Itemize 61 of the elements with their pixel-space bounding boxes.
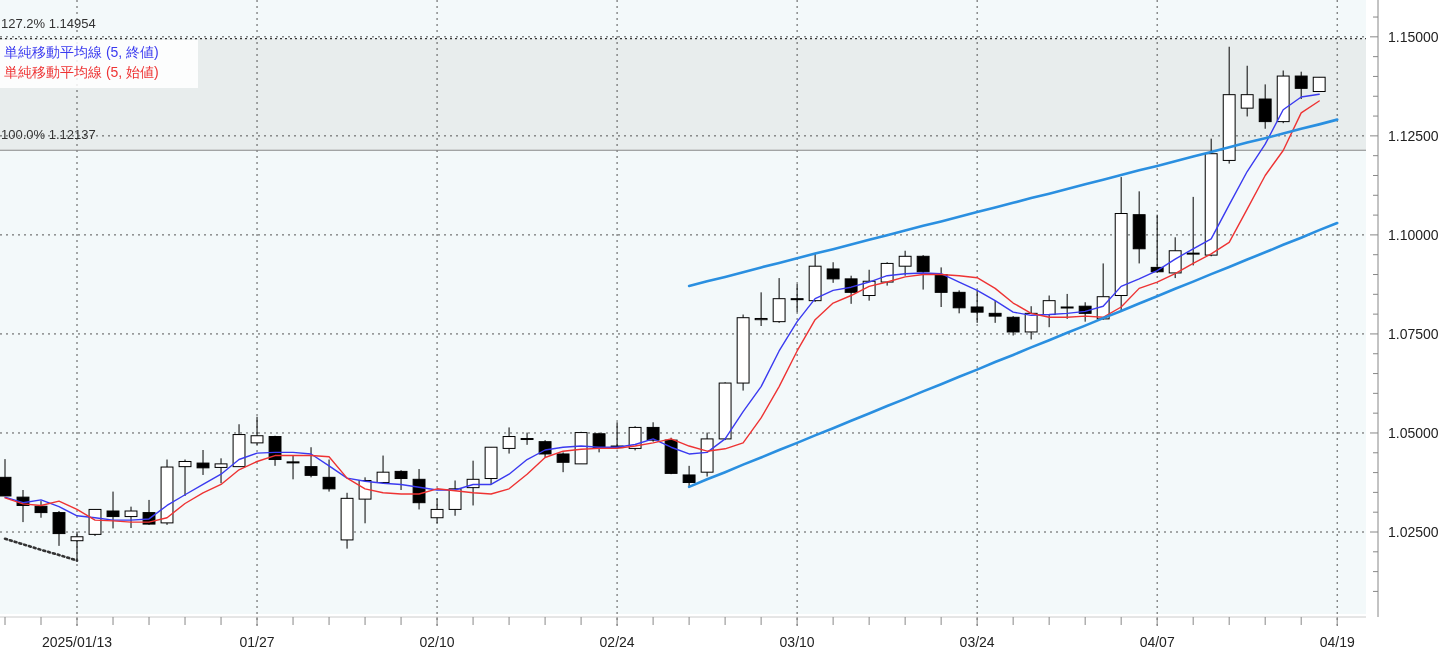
candlestick xyxy=(34,500,48,519)
candlestick xyxy=(106,491,120,529)
ref-line-label: 127.2% 1.14954 xyxy=(1,15,96,31)
x-tick-label: 04/19 xyxy=(1319,634,1355,650)
candlestick xyxy=(682,465,696,489)
x-tick-label: 2025/01/13 xyxy=(41,634,113,650)
candlestick xyxy=(250,416,264,446)
candlestick xyxy=(1258,83,1272,130)
candlestick xyxy=(286,455,300,480)
candlestick xyxy=(1294,71,1308,100)
y-tick-label: 1.15000 xyxy=(1388,28,1439,45)
candlestick xyxy=(1024,305,1038,340)
candlestick xyxy=(466,460,480,506)
x-tick-label: 03/10 xyxy=(779,634,815,650)
candlestick xyxy=(196,449,210,476)
candlestick xyxy=(430,497,444,524)
candlestick xyxy=(520,432,534,446)
candlestick xyxy=(178,459,192,497)
candlestick xyxy=(1006,315,1020,337)
line-series xyxy=(3,537,79,562)
candlestick xyxy=(772,277,786,324)
x-tick-label: 02/24 xyxy=(599,634,635,650)
candlestick xyxy=(988,300,1002,324)
y-tick-label: 1.02500 xyxy=(1388,524,1439,540)
candlestick xyxy=(934,266,948,308)
candlestick xyxy=(304,446,318,478)
x-tick-label: 03/24 xyxy=(959,634,995,650)
candlestick xyxy=(880,261,894,287)
candlestick xyxy=(448,480,462,517)
candlestick xyxy=(952,289,966,314)
candlestick xyxy=(754,291,768,327)
line-series xyxy=(687,118,1339,288)
candlestick xyxy=(1240,65,1254,117)
candlestick xyxy=(1060,293,1074,320)
candlestick xyxy=(1042,295,1056,328)
candlestick xyxy=(1186,196,1200,266)
line-series xyxy=(687,221,1339,489)
x-tick-label: 04/07 xyxy=(1139,634,1175,650)
candlestick xyxy=(124,506,138,529)
candlestick xyxy=(556,451,570,473)
ref-line-label: 100.0% 1.12137 xyxy=(1,127,96,143)
candlestick xyxy=(322,459,336,493)
candlestick xyxy=(916,254,930,291)
candlestick xyxy=(790,283,804,313)
candlestick xyxy=(214,457,228,484)
candlestick xyxy=(898,250,912,277)
y-tick-label: 1.07500 xyxy=(1388,325,1439,342)
candlestick xyxy=(1168,236,1182,279)
y-tick-label: 1.12500 xyxy=(1388,127,1439,144)
y-tick-label: 1.10000 xyxy=(1388,226,1439,243)
candlestick xyxy=(394,469,408,491)
candlestick xyxy=(376,455,390,485)
legend: 単純移動平均線 (5, 終値) 単純移動平均線 (5, 始値) xyxy=(0,40,198,88)
candlestick xyxy=(826,261,840,284)
candlestick xyxy=(502,426,516,455)
candlestick xyxy=(970,289,984,324)
x-tick-label: 01/27 xyxy=(239,634,275,650)
x-tick-label: 02/10 xyxy=(419,634,455,650)
candlestick xyxy=(52,510,66,547)
candlestick xyxy=(0,458,12,497)
y-tick-label: 1.05000 xyxy=(1388,424,1439,441)
